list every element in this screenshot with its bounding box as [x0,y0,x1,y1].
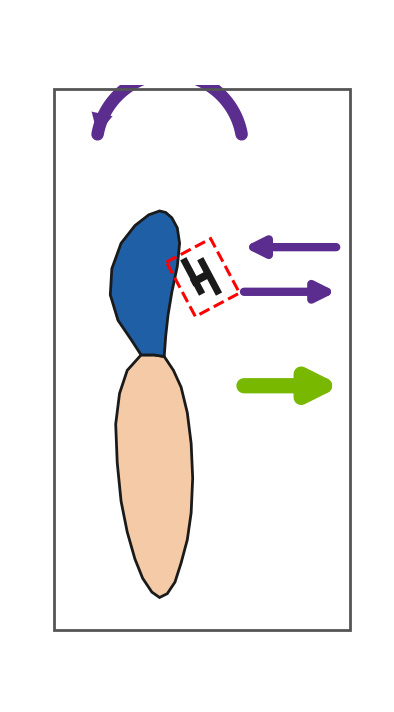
Bar [190,269,212,286]
Bar [197,257,222,295]
Polygon shape [116,355,193,597]
Polygon shape [110,211,180,357]
Bar [166,239,240,317]
Bar [180,257,205,295]
